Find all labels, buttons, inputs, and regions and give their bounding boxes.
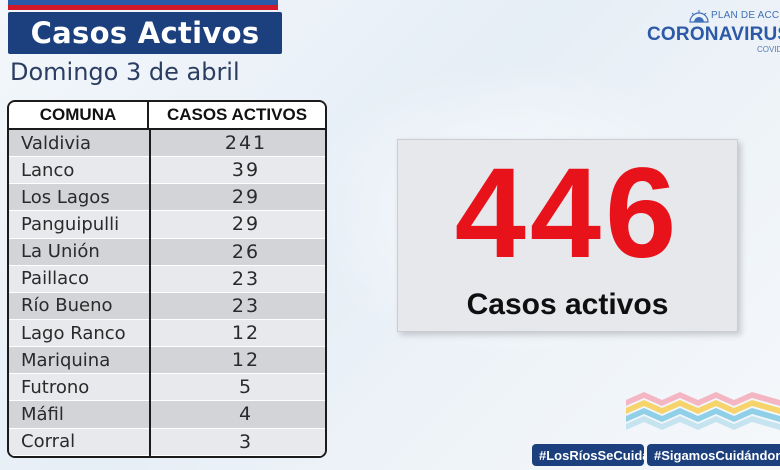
comuna-cell: Corral (21, 431, 76, 453)
casos-cell: 29 (231, 213, 261, 236)
table-row: Panguipulli 29 (9, 211, 325, 239)
comuna-cell: Valdivia (21, 132, 92, 154)
total-number: 446 (454, 142, 681, 285)
casos-cell: 23 (231, 267, 261, 290)
coronavirus-logo: PLAN DE ACCIÓN CORONAVIRUS COVID-19 (645, 8, 780, 56)
table-row: Futrono 5 (9, 374, 325, 402)
table-row: Los Lagos 29 (9, 184, 325, 212)
table-row: Río Bueno 23 (9, 292, 325, 320)
table-row: Lago Ranco 12 (9, 319, 325, 348)
comuna-cell: La Unión (21, 241, 100, 263)
hashtag-los-rios: #LosRíosSeCuida (532, 444, 650, 466)
header-comuna: COMUNA (9, 102, 149, 128)
table-row: Valdivia 241 (9, 130, 325, 158)
casos-cell: 241 (224, 132, 268, 155)
casos-cell: 39 (231, 159, 261, 182)
comuna-cell: Panguipulli (21, 213, 120, 235)
comuna-cell: Futrono (21, 376, 90, 398)
flag-stripe (8, 0, 278, 10)
logo-plan-text: PLAN DE ACCIÓN (711, 10, 780, 21)
cases-table: COMUNA CASOS ACTIVOS Valdivia 241 Lanco … (7, 100, 327, 458)
table-row: Paillaco 23 (9, 265, 325, 293)
header-casos: CASOS ACTIVOS (166, 105, 308, 124)
comuna-cell: Máfil (21, 403, 64, 425)
casos-cell: 5 (238, 376, 254, 399)
table-header: COMUNA CASOS ACTIVOS (9, 102, 325, 130)
page-title: Casos Activos (30, 16, 260, 50)
table-row: Lanco 39 (9, 157, 325, 185)
casos-cell: 3 (238, 430, 254, 453)
casos-cell: 12 (231, 322, 261, 345)
logo-main-text: CORONAVIRUS (647, 24, 780, 45)
table-row: Mariquina 12 (9, 347, 325, 375)
casos-cell: 29 (231, 186, 261, 209)
title-banner: Casos Activos (8, 12, 282, 54)
casos-cell: 12 (231, 349, 261, 372)
date-label: Domingo 3 de abril (10, 58, 240, 86)
wave-decoration-icon (626, 392, 780, 430)
comuna-cell: Mariquina (21, 349, 111, 371)
comuna-cell: Río Bueno (21, 295, 113, 317)
total-card: 446 Casos activos (397, 139, 738, 332)
table-row: La Unión 26 (9, 238, 325, 266)
casos-cell: 23 (231, 294, 261, 317)
casos-cell: 26 (231, 240, 261, 263)
table-body: Valdivia 241 Lanco 39 Los Lagos 29 Pangu… (9, 130, 325, 456)
table-row: Máfil 4 (9, 401, 325, 429)
table-row: Corral 3 (9, 428, 325, 456)
sun-seal-icon (689, 10, 709, 23)
total-label: Casos activos (466, 288, 669, 321)
comuna-cell: Paillaco (21, 268, 90, 290)
hashtag-sigamos: #SigamosCuidándonos (647, 444, 780, 466)
comuna-cell: Los Lagos (21, 186, 110, 208)
casos-cell: 4 (238, 403, 254, 426)
comuna-cell: Lago Ranco (21, 322, 126, 344)
comuna-cell: Lanco (21, 159, 75, 181)
logo-sub-text: COVID-19 (757, 45, 780, 54)
